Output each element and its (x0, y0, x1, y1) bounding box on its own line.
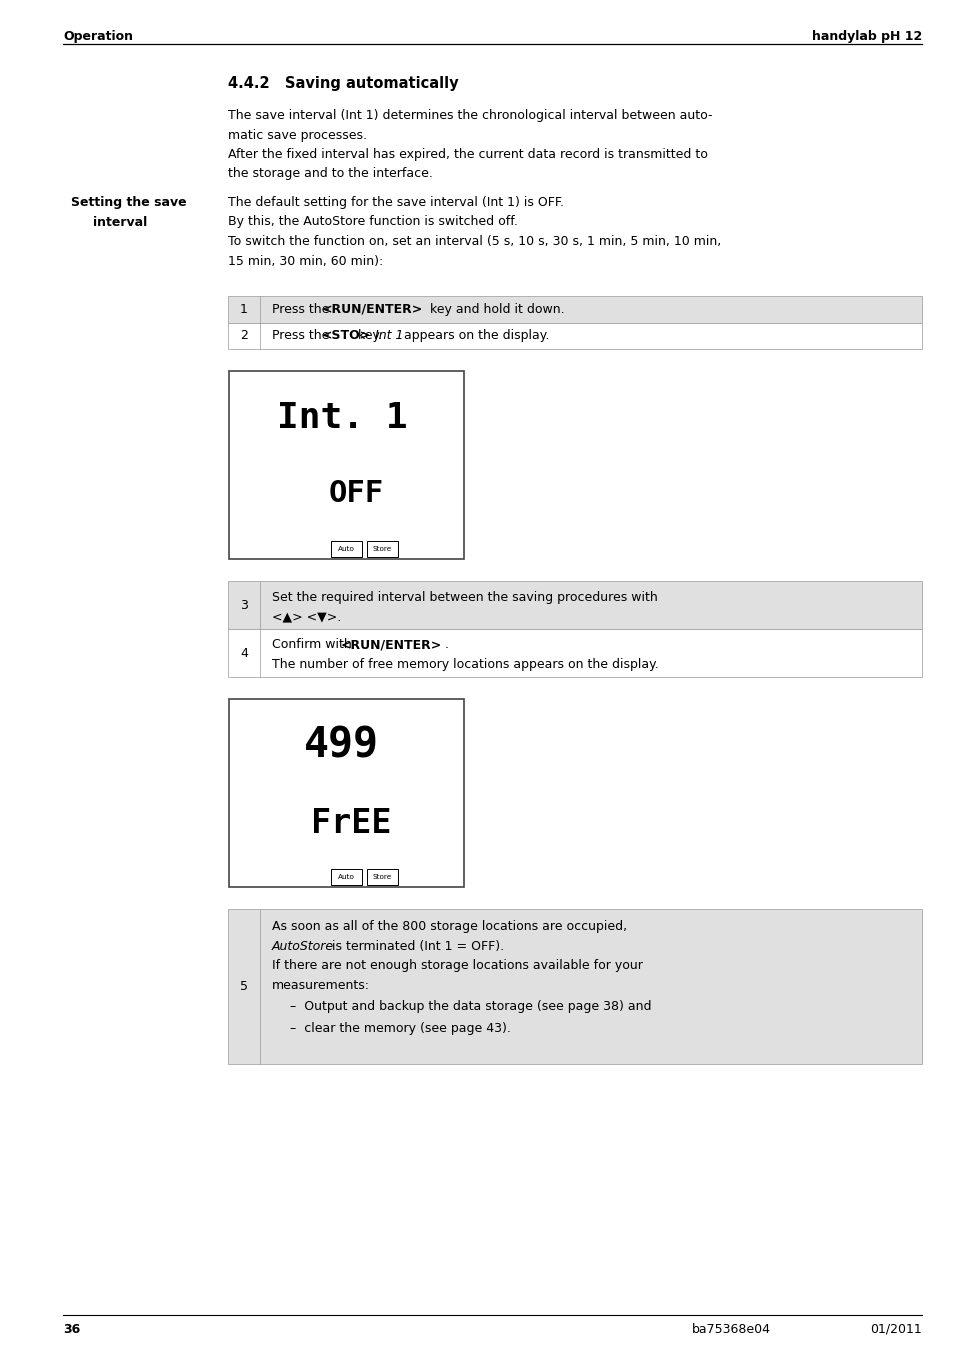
Text: key.: key. (355, 330, 386, 342)
Text: OFF: OFF (328, 480, 383, 508)
Text: key and hold it down.: key and hold it down. (425, 303, 563, 316)
Text: Press the: Press the (272, 303, 333, 316)
Text: 36: 36 (63, 1323, 80, 1336)
Text: –  clear the memory (see page 43).: – clear the memory (see page 43). (290, 1023, 511, 1035)
Text: If there are not enough storage locations available for your: If there are not enough storage location… (272, 959, 642, 971)
Text: As soon as all of the 800 storage locations are occupied,: As soon as all of the 800 storage locati… (272, 920, 626, 934)
Bar (228, 909, 921, 1065)
Text: 4.4.2   Saving automatically: 4.4.2 Saving automatically (228, 76, 458, 91)
Text: matic save processes.: matic save processes. (228, 128, 367, 142)
Text: Setting the save: Setting the save (71, 196, 187, 209)
Text: Store: Store (373, 546, 392, 551)
Text: The save interval (Int 1) determines the chronological interval between auto-: The save interval (Int 1) determines the… (228, 109, 712, 122)
Bar (367, 869, 397, 885)
Text: 2: 2 (240, 330, 248, 342)
Text: To switch the function on, set an interval (5 s, 10 s, 30 s, 1 min, 5 min, 10 mi: To switch the function on, set an interv… (228, 235, 720, 249)
Text: ba75368e04: ba75368e04 (691, 1323, 770, 1336)
Text: 1: 1 (240, 303, 248, 316)
Text: 499: 499 (304, 724, 379, 766)
Text: 01/2011: 01/2011 (869, 1323, 921, 1336)
Bar (228, 296, 921, 323)
Text: <RUN/ENTER>: <RUN/ENTER> (340, 638, 441, 651)
Text: By this, the AutoStore function is switched off.: By this, the AutoStore function is switc… (228, 216, 517, 228)
Bar (228, 581, 921, 630)
Text: The number of free memory locations appears on the display.: The number of free memory locations appe… (272, 658, 659, 670)
Text: Confirm with: Confirm with (272, 638, 355, 651)
Text: Int 1: Int 1 (375, 330, 403, 342)
Text: FrEE: FrEE (311, 807, 391, 840)
Text: 4: 4 (240, 647, 248, 659)
Bar (367, 540, 397, 557)
Text: interval: interval (92, 216, 147, 228)
Text: Auto: Auto (337, 546, 355, 551)
Text: 15 min, 30 min, 60 min):: 15 min, 30 min, 60 min): (228, 254, 383, 267)
Text: Set the required interval between the saving procedures with: Set the required interval between the sa… (272, 590, 657, 604)
Text: the storage and to the interface.: the storage and to the interface. (228, 168, 433, 181)
Text: –  Output and backup the data storage (see page 38) and: – Output and backup the data storage (se… (290, 1000, 651, 1013)
Bar (331, 540, 361, 557)
Bar (331, 869, 361, 885)
Text: 3: 3 (240, 598, 248, 612)
Text: handylab pH 12: handylab pH 12 (811, 30, 921, 43)
Text: After the fixed interval has expired, the current data record is transmitted to: After the fixed interval has expired, th… (228, 149, 707, 161)
Bar (228, 323, 921, 349)
Bar (228, 630, 921, 677)
Bar (229, 372, 463, 559)
Text: .: . (444, 638, 448, 651)
Text: <STO>: <STO> (321, 330, 371, 342)
Text: <RUN/ENTER>: <RUN/ENTER> (321, 303, 422, 316)
Text: AutoStore: AutoStore (272, 939, 334, 952)
Text: measurements:: measurements: (272, 978, 370, 992)
Bar (229, 698, 463, 888)
Text: Operation: Operation (63, 30, 132, 43)
Text: Store: Store (373, 874, 392, 880)
Text: 5: 5 (240, 979, 248, 993)
Text: Press the: Press the (272, 330, 333, 342)
Text: The default setting for the save interval (Int 1) is OFF.: The default setting for the save interva… (228, 196, 563, 209)
Text: appears on the display.: appears on the display. (399, 330, 549, 342)
Text: is terminated (Int 1 = OFF).: is terminated (Int 1 = OFF). (327, 939, 503, 952)
Text: <▲> <▼>.: <▲> <▼>. (272, 611, 341, 624)
Text: Auto: Auto (337, 874, 355, 880)
Text: Int. 1: Int. 1 (276, 401, 407, 435)
